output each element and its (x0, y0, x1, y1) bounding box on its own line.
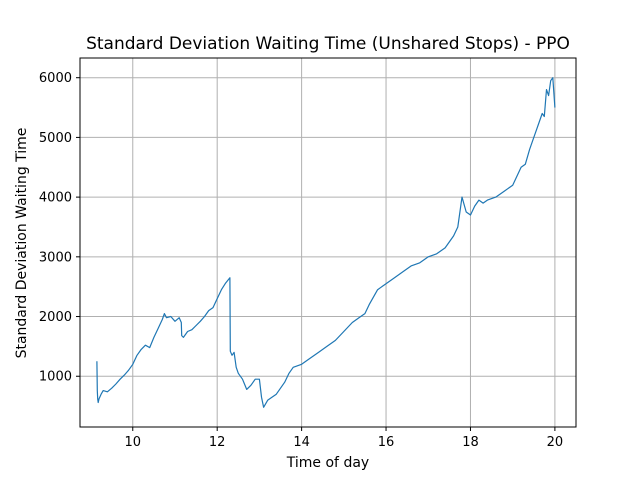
x-tick-label: 16 (378, 435, 395, 450)
x-tick-label: 14 (293, 435, 310, 450)
x-tick-label: 10 (124, 435, 141, 450)
y-axis: 1000 2000 3000 4000 5000 6000 (39, 71, 80, 385)
x-axis-title: Time of day (286, 455, 369, 471)
x-axis: 10 12 14 16 18 20 (124, 427, 563, 450)
x-tick-label: 12 (209, 435, 226, 450)
x-tick-label: 20 (547, 435, 564, 450)
y-tick-label: 1000 (39, 370, 72, 385)
series-layer (96, 77, 556, 408)
y-tick-label: 3000 (39, 250, 72, 265)
y-tick-label: 2000 (39, 310, 72, 325)
chart-title: Standard Deviation Waiting Time (Unshare… (86, 34, 570, 54)
x-tick-label: 18 (462, 435, 479, 450)
y-tick-label: 4000 (39, 191, 72, 206)
y-tick-label: 5000 (39, 131, 72, 146)
plot-frame (79, 57, 577, 428)
y-axis-title: Standard Deviation Waiting Time (14, 128, 30, 359)
grid-lines (80, 58, 576, 427)
y-tick-label: 6000 (39, 71, 72, 86)
series-line (96, 77, 556, 408)
